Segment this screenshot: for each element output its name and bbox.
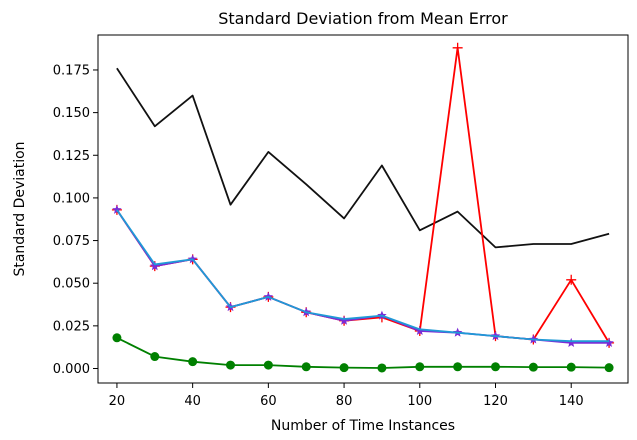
x-tick-label: 120	[483, 394, 508, 409]
data-point	[112, 204, 122, 214]
y-tick-label: 0.125	[53, 149, 90, 164]
chart-title: Standard Deviation from Mean Error	[218, 9, 508, 28]
data-point	[188, 357, 198, 367]
y-tick-label: 0.175	[53, 63, 90, 78]
y-tick-label: 0.100	[53, 191, 90, 206]
data-point	[566, 337, 576, 347]
y-tick-label: 0.075	[53, 234, 90, 249]
x-axis-label: Number of Time Instances	[271, 418, 455, 434]
y-tick-label: 0.025	[53, 319, 90, 334]
data-point	[452, 42, 463, 53]
data-point	[301, 362, 311, 372]
series-5-line	[116, 336, 610, 369]
data-point	[528, 362, 538, 372]
y-axis: 0.000 0.025 0.050 0.075 0.100 0.125 0.150 0.175	[53, 63, 98, 377]
x-tick-label: 60	[260, 394, 277, 409]
data-point	[415, 362, 425, 372]
y-tick-label: 0.050	[53, 277, 90, 292]
series-1-line	[116, 67, 610, 249]
x-axis: 20 40 60 80 100 120 140	[109, 383, 584, 409]
data-point	[339, 363, 349, 373]
x-tick-label: 80	[336, 394, 353, 409]
data-point	[453, 362, 463, 372]
data-point	[150, 261, 160, 271]
x-tick-label: 40	[184, 394, 201, 409]
data-point	[377, 363, 387, 373]
data-point	[112, 333, 122, 343]
plot-frame	[97, 34, 629, 384]
series-4-line	[116, 209, 610, 343]
data-point	[150, 352, 160, 362]
data-point	[566, 274, 577, 285]
x-tick-label: 20	[109, 394, 126, 409]
x-tick-label: 100	[407, 394, 432, 409]
data-point	[604, 363, 614, 373]
data-point	[339, 315, 349, 325]
y-tick-label: 0.150	[53, 106, 90, 121]
series-3-line	[116, 209, 610, 344]
data-point	[566, 362, 576, 372]
y-tick-label: 0.000	[53, 362, 90, 377]
data-point	[226, 360, 235, 370]
data-point	[415, 325, 425, 336]
data-point	[491, 362, 500, 372]
series-layer	[111, 42, 615, 373]
data-point	[263, 360, 273, 370]
data-point	[604, 337, 614, 347]
x-tick-label: 140	[559, 394, 584, 409]
y-axis-label: Standard Deviation	[12, 141, 28, 276]
series-2-line	[116, 46, 610, 344]
